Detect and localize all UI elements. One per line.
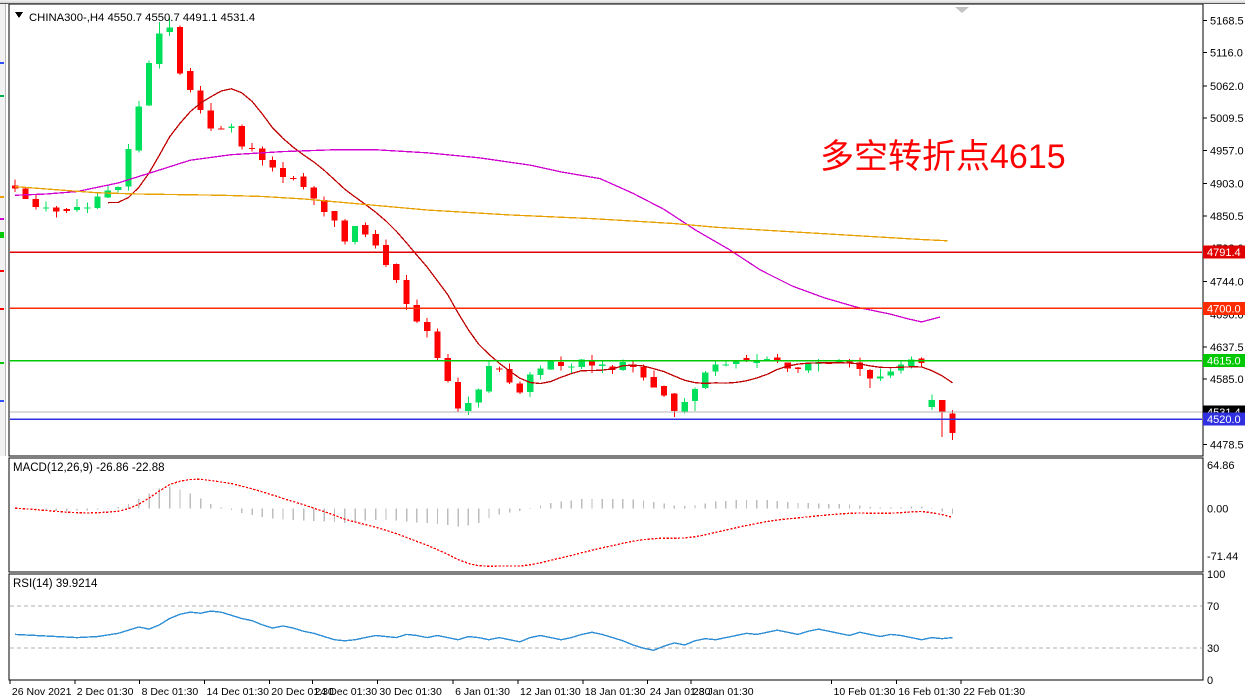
svg-text:0: 0: [1207, 675, 1213, 687]
svg-text:18 Jan 01:30: 18 Jan 01:30: [585, 686, 646, 696]
svg-text:24 Dec 01:30: 24 Dec 01:30: [315, 686, 378, 696]
svg-text:26 Nov 2021: 26 Nov 2021: [12, 686, 72, 696]
svg-text:12 Jan 01:30: 12 Jan 01:30: [520, 686, 581, 696]
svg-text:多空转折点4615: 多空转折点4615: [820, 138, 1066, 176]
svg-text:70: 70: [1207, 601, 1219, 613]
svg-text:4615.0: 4615.0: [1207, 356, 1241, 368]
svg-text:4744.0: 4744.0: [1210, 276, 1244, 288]
svg-text:4478.5: 4478.5: [1210, 440, 1244, 452]
svg-text:0.00: 0.00: [1207, 503, 1228, 515]
svg-text:4791.4: 4791.4: [1207, 247, 1241, 259]
svg-text:CHINA300-,H4 4550.7 4550.7 44: CHINA300-,H4 4550.7 4550.7 4491.1 4531.4: [29, 12, 255, 24]
svg-text:8 Dec 01:30: 8 Dec 01:30: [142, 686, 199, 696]
svg-text:5168.5: 5168.5: [1210, 15, 1244, 27]
svg-text:6 Jan 01:30: 6 Jan 01:30: [455, 686, 510, 696]
svg-text:4903.0: 4903.0: [1210, 179, 1244, 191]
svg-text:5062.0: 5062.0: [1210, 81, 1244, 93]
svg-text:2 Dec 01:30: 2 Dec 01:30: [77, 686, 134, 696]
svg-text:4700.0: 4700.0: [1207, 303, 1241, 315]
svg-text:30: 30: [1207, 643, 1219, 655]
svg-text:28 Jan 01:30: 28 Jan 01:30: [693, 686, 754, 696]
svg-text:MACD(12,26,9) -26.86 -22.88: MACD(12,26,9) -26.86 -22.88: [13, 462, 165, 474]
svg-text:4520.0: 4520.0: [1207, 414, 1241, 426]
svg-text:14 Dec 01:30: 14 Dec 01:30: [207, 686, 270, 696]
svg-text:4637.5: 4637.5: [1210, 342, 1244, 354]
svg-text:-71.44: -71.44: [1207, 551, 1238, 563]
svg-text:10 Feb 01:30: 10 Feb 01:30: [834, 686, 896, 696]
svg-text:30 Dec 01:30: 30 Dec 01:30: [379, 686, 442, 696]
svg-text:4850.5: 4850.5: [1210, 211, 1244, 223]
svg-text:16 Feb 01:30: 16 Feb 01:30: [898, 686, 960, 696]
svg-text:RSI(14) 39.9214: RSI(14) 39.9214: [13, 578, 98, 590]
svg-text:4585.0: 4585.0: [1210, 374, 1244, 386]
svg-text:5116.0: 5116.0: [1210, 48, 1243, 60]
svg-text:22 Feb 01:30: 22 Feb 01:30: [963, 686, 1025, 696]
svg-text:5009.5: 5009.5: [1210, 113, 1244, 125]
svg-text:64.86: 64.86: [1207, 460, 1235, 472]
svg-text:100: 100: [1207, 569, 1225, 581]
svg-text:4957.0: 4957.0: [1210, 145, 1244, 157]
